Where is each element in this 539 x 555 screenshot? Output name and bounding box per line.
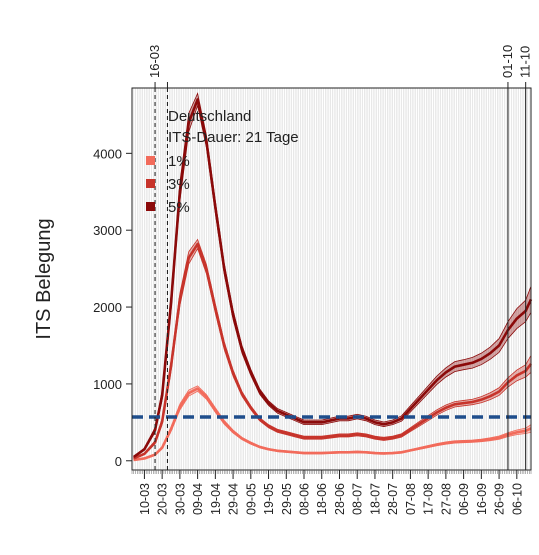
- legend-label: 3%: [168, 176, 190, 193]
- x-tick-label: 08-06: [298, 483, 312, 515]
- legend-swatch: [146, 202, 155, 211]
- vertical-marker-label: 11-10: [518, 46, 533, 78]
- series-line-5pct: [133, 98, 533, 458]
- x-tick-label: 20-03: [156, 483, 170, 515]
- x-tick-label: 18-07: [368, 483, 382, 515]
- y-tick-label: 0: [115, 454, 122, 469]
- y-tick-label: 4000: [93, 146, 122, 161]
- vertical-marker-label: 01-10: [500, 45, 515, 78]
- vertical-markers: 16-03 01-10 11-10: [147, 45, 533, 470]
- grid: [131, 88, 532, 470]
- legend-label: 1%: [168, 153, 190, 170]
- y-tick-label: 1000: [93, 377, 122, 392]
- y-tick-label: 2000: [93, 300, 122, 315]
- x-tick-label: 06-09: [457, 483, 471, 515]
- legend-title-line-2: ITS-Dauer: 21 Tage: [168, 129, 299, 146]
- x-tick-label: 09-04: [191, 483, 205, 515]
- x-tick-label: 19-05: [262, 483, 276, 515]
- x-tick-label: 26-09: [493, 483, 507, 515]
- x-tick-label: 06-10: [510, 483, 524, 515]
- x-tick-label: 16-09: [475, 483, 489, 515]
- legend-swatch: [146, 179, 155, 188]
- plot-frame: [131, 87, 532, 471]
- x-tick-label: 18-06: [315, 483, 329, 515]
- legend: Deutschland ITS-Dauer: 21 Tage 1% 3% 5%: [146, 108, 299, 216]
- x-tick-label: 17-08: [422, 483, 436, 515]
- x-tick-label: 10-03: [138, 483, 152, 515]
- x-tick-label: 28-06: [333, 483, 347, 515]
- x-tick-label: 29-05: [280, 483, 294, 515]
- legend-label: 5%: [168, 199, 190, 216]
- x-tick-label: 07-08: [404, 483, 418, 515]
- x-tick-label: 09-05: [244, 483, 258, 515]
- legend-swatch: [146, 156, 155, 165]
- x-tick-label: 19-04: [209, 483, 223, 515]
- x-axis: 10-03 20-03 30-03 09-04 19-04 29-04 09-05 19-05…: [131, 470, 532, 515]
- legend-title-line-1: Deutschland: [168, 108, 251, 125]
- y-axis-label: ITS Belegung: [33, 218, 55, 339]
- x-tick-label: 27-08: [439, 483, 453, 515]
- series-line-3pct: [133, 242, 533, 460]
- x-tick-label: 08-07: [351, 483, 365, 515]
- series-lines: [133, 98, 533, 462]
- x-tick-label: 28-07: [386, 483, 400, 515]
- y-tick-label: 3000: [93, 223, 122, 238]
- y-axis: 0 1000 2000 3000 4000: [93, 146, 132, 469]
- x-tick-label: 30-03: [173, 483, 187, 515]
- x-tick-label: 29-04: [227, 483, 241, 515]
- series-line-1pct: [133, 387, 532, 462]
- vertical-marker-label: 16-03: [147, 45, 162, 78]
